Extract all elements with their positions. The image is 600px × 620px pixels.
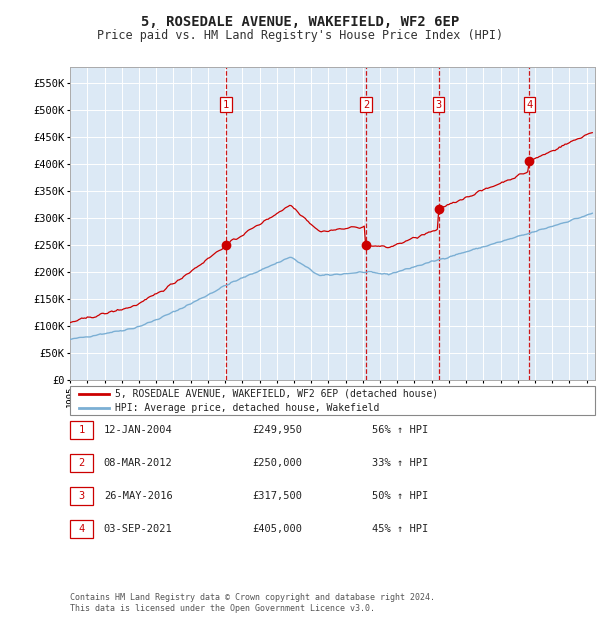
Text: 1: 1 — [79, 425, 85, 435]
Text: 2: 2 — [363, 100, 369, 110]
Text: 5, ROSEDALE AVENUE, WAKEFIELD, WF2 6EP (detached house): 5, ROSEDALE AVENUE, WAKEFIELD, WF2 6EP (… — [115, 389, 439, 399]
Text: 26-MAY-2016: 26-MAY-2016 — [104, 491, 173, 501]
Text: 56% ↑ HPI: 56% ↑ HPI — [372, 425, 428, 435]
Text: 5, ROSEDALE AVENUE, WAKEFIELD, WF2 6EP: 5, ROSEDALE AVENUE, WAKEFIELD, WF2 6EP — [141, 15, 459, 29]
Text: 1: 1 — [223, 100, 229, 110]
Text: 3: 3 — [436, 100, 442, 110]
Text: 33% ↑ HPI: 33% ↑ HPI — [372, 458, 428, 468]
Text: 12-JAN-2004: 12-JAN-2004 — [104, 425, 173, 435]
Text: £405,000: £405,000 — [252, 524, 302, 534]
Text: 3: 3 — [79, 491, 85, 501]
Text: 4: 4 — [79, 524, 85, 534]
Text: 08-MAR-2012: 08-MAR-2012 — [104, 458, 173, 468]
Text: 45% ↑ HPI: 45% ↑ HPI — [372, 524, 428, 534]
Text: Price paid vs. HM Land Registry's House Price Index (HPI): Price paid vs. HM Land Registry's House … — [97, 29, 503, 42]
Text: Contains HM Land Registry data © Crown copyright and database right 2024.
This d: Contains HM Land Registry data © Crown c… — [70, 593, 435, 613]
Text: 2: 2 — [79, 458, 85, 468]
Text: 50% ↑ HPI: 50% ↑ HPI — [372, 491, 428, 501]
Text: 03-SEP-2021: 03-SEP-2021 — [104, 524, 173, 534]
Text: 4: 4 — [526, 100, 532, 110]
Text: £317,500: £317,500 — [252, 491, 302, 501]
Text: HPI: Average price, detached house, Wakefield: HPI: Average price, detached house, Wake… — [115, 403, 380, 413]
Text: £250,000: £250,000 — [252, 458, 302, 468]
Text: £249,950: £249,950 — [252, 425, 302, 435]
